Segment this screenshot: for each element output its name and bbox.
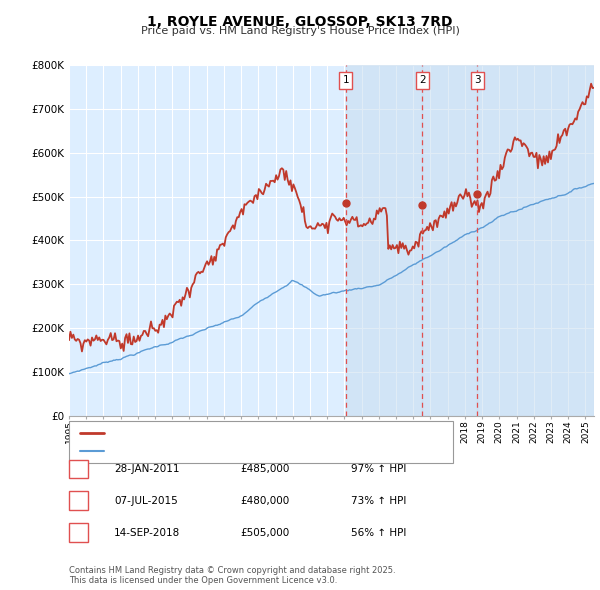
Text: 2: 2 [75,496,82,506]
Text: £485,000: £485,000 [240,464,289,474]
Bar [346,65,422,416]
Text: 3: 3 [75,528,82,537]
Text: 1: 1 [343,76,349,86]
Text: £480,000: £480,000 [240,496,289,506]
Text: 97% ↑ HPI: 97% ↑ HPI [351,464,406,474]
Text: 2: 2 [419,76,425,86]
Text: 3: 3 [474,76,481,86]
Text: 1, ROYLE AVENUE, GLOSSOP, SK13 7RD (detached house): 1, ROYLE AVENUE, GLOSSOP, SK13 7RD (deta… [109,428,391,438]
Bar [422,65,477,416]
Text: 14-SEP-2018: 14-SEP-2018 [114,528,180,537]
Text: 1, ROYLE AVENUE, GLOSSOP, SK13 7RD: 1, ROYLE AVENUE, GLOSSOP, SK13 7RD [147,15,453,29]
Bar [477,65,594,416]
Text: HPI: Average price, detached house, High Peak: HPI: Average price, detached house, High… [109,446,338,456]
Text: 28-JAN-2011: 28-JAN-2011 [114,464,179,474]
Text: £505,000: £505,000 [240,528,289,537]
Text: 73% ↑ HPI: 73% ↑ HPI [351,496,406,506]
Text: Contains HM Land Registry data © Crown copyright and database right 2025.
This d: Contains HM Land Registry data © Crown c… [69,566,395,585]
Text: 1: 1 [75,464,82,474]
Text: Price paid vs. HM Land Registry's House Price Index (HPI): Price paid vs. HM Land Registry's House … [140,26,460,36]
Text: 56% ↑ HPI: 56% ↑ HPI [351,528,406,537]
Text: 07-JUL-2015: 07-JUL-2015 [114,496,178,506]
